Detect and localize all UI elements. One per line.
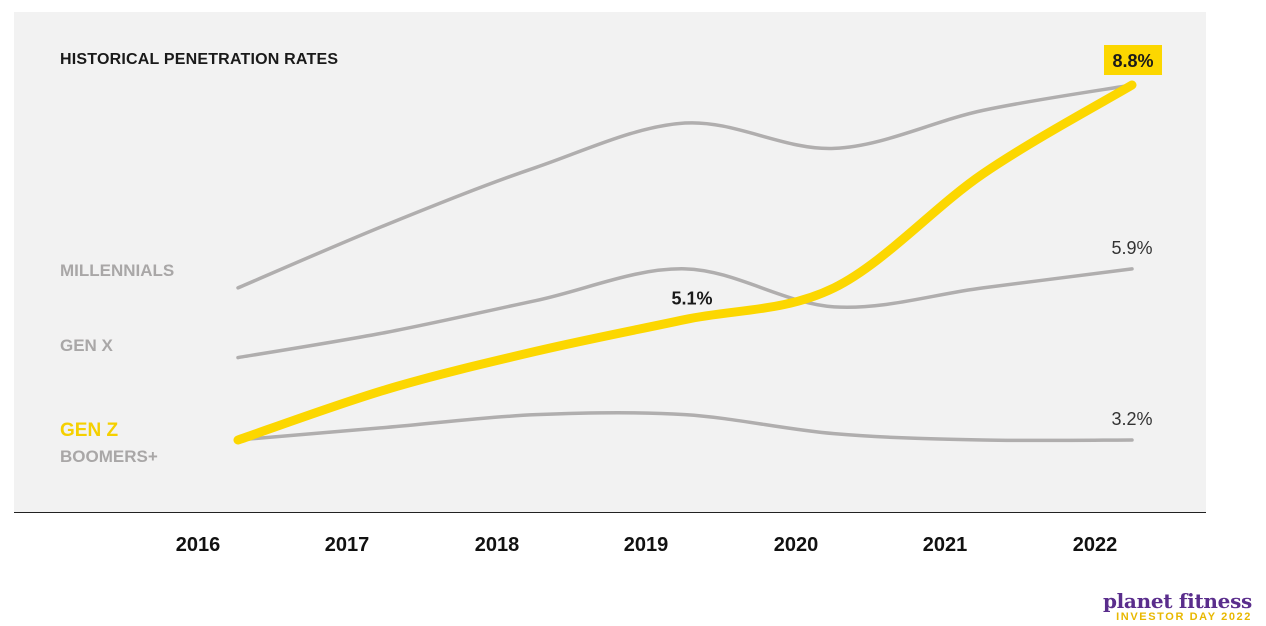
series-line-boomers — [236, 410, 1134, 443]
x-tick-2020: 2020 — [773, 534, 819, 556]
x-tick-2018: 2018 — [474, 534, 520, 556]
x-tick-2022: 2022 — [1072, 534, 1118, 556]
series-line-millennials — [236, 83, 1134, 290]
series-label-gen-z: GEN Z — [60, 420, 119, 441]
chart-panel — [14, 12, 1206, 513]
series-label-millennials: MILLENNIALS — [60, 261, 175, 280]
series-label-gen-x: GEN X — [60, 336, 113, 355]
x-tick-2017: 2017 — [324, 534, 370, 556]
logo-brand: planet fitness — [1102, 589, 1252, 613]
x-tick-2021: 2021 — [922, 534, 968, 556]
x-tick-2019: 2019 — [623, 534, 669, 556]
data-label-boomers-2022: 3.2% — [1111, 409, 1152, 429]
series-line-gen-x — [236, 267, 1134, 360]
series-line-gen-z — [233, 80, 1137, 445]
logo-event: INVESTOR DAY 2022 — [1116, 611, 1252, 623]
data-label-gen-z-2022: 8.8% — [1112, 51, 1153, 71]
data-label-gen-z-2022-box — [1104, 45, 1162, 75]
series-label-boomers: BOOMERS+ — [60, 447, 158, 466]
x-tick-2016: 2016 — [175, 534, 221, 556]
planet-fitness-logo: planet fitness INVESTOR DAY 2022 — [1103, 591, 1252, 624]
data-label-gen-x-2022: 5.9% — [1111, 238, 1152, 258]
data-label-gen-z-2019: 5.1% — [671, 289, 712, 309]
chart-title: HISTORICAL PENETRATION RATES — [60, 51, 339, 68]
